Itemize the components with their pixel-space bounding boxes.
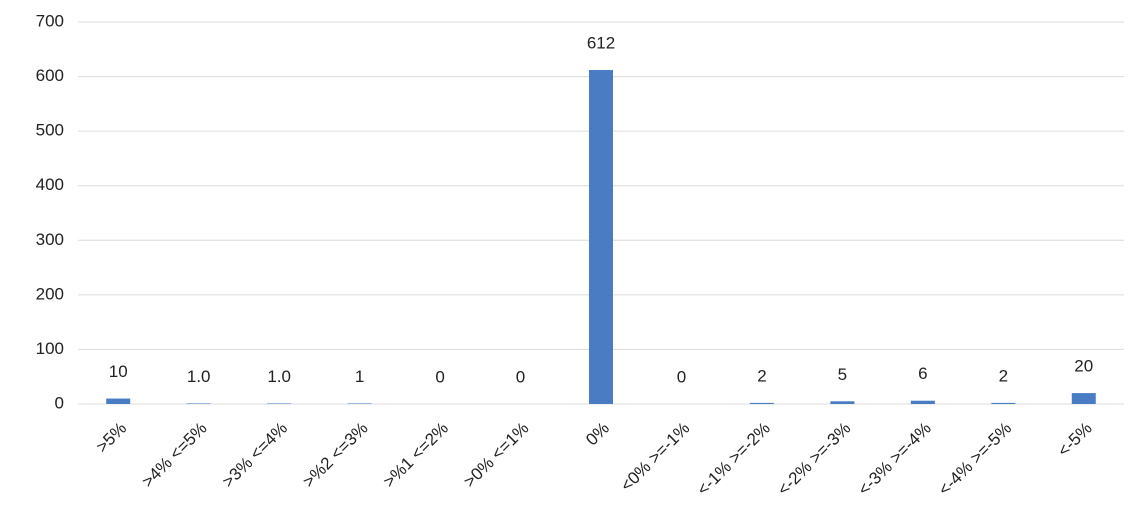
data-label: 0 bbox=[516, 367, 525, 386]
bar bbox=[749, 402, 774, 404]
y-tick-label: 100 bbox=[36, 339, 64, 358]
data-label: 6 bbox=[918, 364, 927, 383]
bar bbox=[1071, 393, 1096, 404]
x-tick-label: <-5% bbox=[1054, 419, 1096, 461]
data-label: 1 bbox=[355, 367, 364, 386]
bar bbox=[589, 70, 613, 404]
data-label: 1.0 bbox=[187, 367, 211, 386]
bar bbox=[830, 401, 855, 404]
bar bbox=[991, 402, 1016, 404]
data-label: 2 bbox=[999, 366, 1008, 385]
x-tick-label: <-3% >=-4% bbox=[854, 419, 935, 500]
data-label: 0 bbox=[435, 367, 444, 386]
bar bbox=[347, 403, 372, 404]
bar bbox=[106, 398, 131, 404]
data-label: 0 bbox=[677, 367, 686, 386]
y-tick-label: 600 bbox=[36, 66, 64, 85]
data-label: 1.0 bbox=[267, 367, 291, 386]
bar bbox=[186, 403, 211, 404]
x-tick-label: >5% bbox=[92, 419, 130, 457]
bar bbox=[910, 400, 935, 404]
data-label: 10 bbox=[109, 362, 128, 381]
x-tick-label: >0% <=1% bbox=[460, 419, 533, 492]
x-tick-label: <0% >=-1% bbox=[617, 419, 694, 496]
data-label: 612 bbox=[587, 34, 615, 53]
x-tick-label: <-1% >=-2% bbox=[693, 419, 774, 500]
y-tick-label: 300 bbox=[36, 230, 64, 249]
x-tick-label: >3% <=4% bbox=[219, 419, 292, 492]
y-tick-label: 700 bbox=[36, 11, 64, 30]
x-tick-label: 0% bbox=[582, 419, 613, 450]
x-tick-label: >4% <=5% bbox=[138, 419, 211, 492]
bar bbox=[267, 403, 292, 404]
data-label: 20 bbox=[1074, 357, 1093, 376]
x-tick-label: >%2 <=3% bbox=[299, 419, 372, 492]
data-label: 5 bbox=[838, 365, 847, 384]
data-label: 2 bbox=[757, 366, 766, 385]
y-tick-label: 200 bbox=[36, 284, 64, 303]
y-tick-label: 400 bbox=[36, 175, 64, 194]
x-tick-label: <-4% >=-5% bbox=[935, 419, 1016, 500]
y-tick-label: 500 bbox=[36, 121, 64, 140]
x-tick-label: <-2% >=-3% bbox=[774, 419, 855, 500]
y-tick-label: 0 bbox=[55, 393, 64, 412]
x-tick-label: >%1 <=2% bbox=[379, 419, 452, 492]
